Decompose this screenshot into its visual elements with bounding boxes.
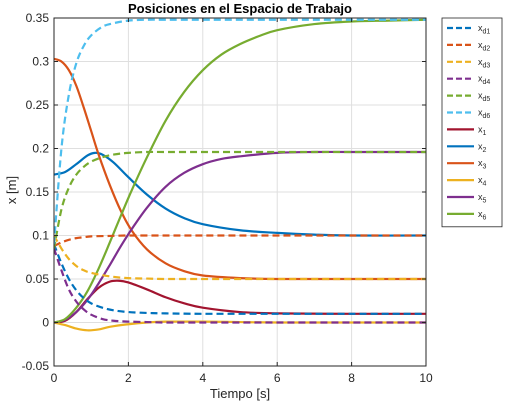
legend-label-xd3: xd3	[478, 57, 490, 70]
series-line-xd6	[54, 18, 426, 245]
legend-label-subscript: d4	[483, 79, 491, 86]
series-lines	[54, 18, 426, 332]
series-line-x6	[54, 18, 426, 324]
y-tick-label: 0	[42, 316, 49, 330]
legend-label-subscript: d6	[483, 113, 491, 120]
series-line-xd5	[54, 150, 426, 249]
legend-label-name: x	[478, 108, 483, 118]
chart-title: Posiciones en el Espacio de Trabajo	[128, 1, 352, 16]
legend-label-x6: x6	[478, 209, 487, 222]
x-tick-label: 8	[348, 371, 355, 385]
legend-label-name: x	[478, 23, 483, 33]
x-tick-label: 4	[199, 371, 206, 385]
legend-label-name: x	[478, 158, 483, 168]
legend-label-subscript: 6	[483, 214, 487, 221]
x-tick-label: 2	[125, 371, 132, 385]
legend-label-name: x	[478, 192, 483, 202]
legend-label-subscript: 3	[483, 164, 487, 171]
y-tick-label: 0.2	[32, 142, 49, 156]
legend-label-name: x	[478, 141, 483, 151]
legend-label-xd2: xd2	[478, 40, 490, 53]
legend-label-subscript: d5	[483, 96, 491, 103]
legend-label-subscript: d3	[483, 62, 491, 69]
y-tick-label: 0.25	[26, 98, 50, 112]
legend-label-x1: x1	[478, 124, 487, 137]
legend-label-subscript: d2	[483, 45, 491, 52]
plot-frame	[53, 17, 427, 367]
y-tick-label: 0.35	[26, 11, 50, 25]
legend-label-subscript: 1	[483, 130, 487, 137]
legend-label-name: x	[478, 74, 483, 84]
y-tick-label: 0.15	[26, 185, 50, 199]
legend-label-name: x	[478, 124, 483, 134]
legend-label-xd1: xd1	[478, 23, 490, 36]
legend-label-subscript: 5	[483, 198, 487, 205]
legend-label-xd5: xd5	[478, 91, 490, 104]
legend-label-x5: x5	[478, 192, 487, 205]
legend-label-name: x	[478, 91, 483, 101]
series-line-x2	[54, 151, 426, 237]
y-tick-label: 0.1	[32, 229, 49, 243]
legend-label-name: x	[478, 209, 483, 219]
legend-label-x3: x3	[478, 158, 487, 171]
legend-label-x4: x4	[478, 175, 487, 188]
legend-box	[441, 17, 503, 228]
legend-label-subscript: d1	[483, 29, 491, 36]
y-tick-label: 0.05	[26, 272, 50, 286]
legend-label-x2: x2	[478, 141, 487, 154]
legend-label-subscript: 4	[483, 181, 487, 188]
x-axis-title: Tiempo [s]	[210, 386, 270, 401]
legend-label-subscript: 2	[483, 147, 487, 154]
series-line-xd4	[54, 248, 426, 324]
legend-label-name: x	[478, 40, 483, 50]
x-tick-label: 10	[419, 371, 433, 385]
series-line-xd2	[54, 234, 426, 247]
legend-label-name: x	[478, 57, 483, 67]
legend-label-name: x	[478, 175, 483, 185]
y-axis-title: x [m]	[4, 176, 19, 204]
x-tick-label: 6	[274, 371, 281, 385]
legend-label-xd4: xd4	[478, 74, 490, 87]
x-tick-label: 0	[51, 371, 58, 385]
y-tick-label: -0.05	[22, 359, 50, 373]
y-tick-label: 0.3	[32, 55, 49, 69]
legend-label-xd6: xd6	[478, 108, 490, 121]
